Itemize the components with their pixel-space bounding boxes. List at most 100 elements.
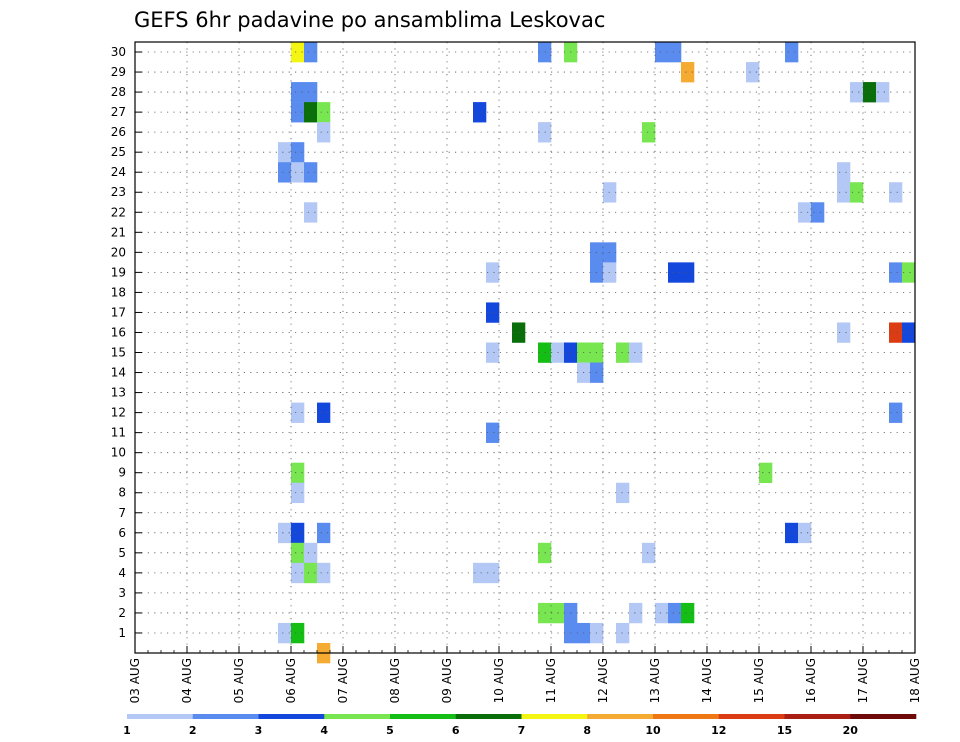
y-tick-label: 4 <box>118 566 126 580</box>
precip-cell <box>278 162 292 183</box>
precip-cell <box>486 422 500 443</box>
precip-cell <box>798 522 812 544</box>
precip-cell <box>304 42 318 63</box>
precip-cell <box>616 622 630 644</box>
precip-cell <box>291 142 305 163</box>
precip-cell <box>629 602 643 624</box>
precip-cell <box>486 302 500 323</box>
precip-cell <box>616 482 630 504</box>
y-tick-label: 6 <box>118 526 126 540</box>
colorbar: 1 2 3 4 5 6 7 8 10 12 15 20 <box>123 714 917 737</box>
precip-cell <box>889 262 903 283</box>
y-tick-label: 3 <box>118 586 126 600</box>
colorbar-swatch <box>521 714 588 719</box>
precip-cell <box>811 202 825 223</box>
precip-cell <box>317 522 331 544</box>
y-tick-label: 15 <box>111 346 126 360</box>
y-tick-label: 22 <box>111 205 126 219</box>
precip-cell <box>304 162 318 183</box>
precip-cell <box>629 342 643 363</box>
precip-cell <box>512 322 526 343</box>
x-tick-label: 06 AUG <box>284 658 298 703</box>
x-tick-label: 05 AUG <box>232 658 246 703</box>
colorbar-swatch <box>258 714 325 719</box>
precip-cell <box>473 562 487 584</box>
y-tick-label: 12 <box>111 406 126 420</box>
colorbar-swatch <box>455 714 522 719</box>
x-tick-label: 15 AUG <box>752 658 766 703</box>
x-tick-label: 14 AUG <box>700 658 714 703</box>
y-tick-label: 25 <box>111 145 126 159</box>
plot-frame <box>134 41 916 654</box>
precip-cell <box>291 462 305 484</box>
precip-cell <box>291 522 305 544</box>
precip-cell <box>486 262 500 283</box>
x-tick-label: 04 AUG <box>180 658 194 703</box>
precip-cell <box>291 622 305 644</box>
precip-cell <box>278 142 292 163</box>
precip-cell <box>317 122 331 143</box>
precip-cell <box>798 202 812 223</box>
precip-cell <box>863 82 877 103</box>
colorbar-label: 12 <box>711 724 726 737</box>
y-tick-label: 28 <box>111 85 126 99</box>
precip-cell <box>785 42 799 63</box>
y-tick-label: 11 <box>111 426 126 440</box>
colorbar-swatch <box>718 714 785 719</box>
y-tick-label: 7 <box>118 506 126 520</box>
y-tick-label: 20 <box>111 245 126 259</box>
precip-cell <box>304 102 318 123</box>
y-axis: 1234567891011121314151617181920212223242… <box>111 45 142 640</box>
precip-cell <box>304 82 318 103</box>
colorbar-swatch <box>127 714 194 719</box>
y-tick-label: 23 <box>111 185 126 199</box>
precip-cell <box>681 62 695 83</box>
y-tick-label: 5 <box>118 546 126 560</box>
x-tick-label: 08 AUG <box>388 658 402 703</box>
precip-cell <box>291 482 305 504</box>
precip-cell <box>837 182 851 203</box>
x-tick-label: 13 AUG <box>648 658 662 703</box>
x-tick-label: 03 AUG <box>128 658 142 703</box>
precip-cell <box>278 622 292 644</box>
precip-cell <box>837 162 851 183</box>
colorbar-label: 20 <box>843 724 859 737</box>
precip-cell <box>642 542 656 564</box>
precip-cell <box>850 82 864 103</box>
precip-cell <box>668 42 682 63</box>
precip-cell <box>291 562 305 584</box>
precip-cell <box>837 322 851 343</box>
colorbar-swatch <box>587 714 654 719</box>
precip-cell <box>642 122 656 143</box>
precip-cell <box>889 402 903 423</box>
precip-cell <box>291 402 305 423</box>
colorbar-swatch <box>653 714 720 719</box>
precip-cell <box>291 162 305 183</box>
grid-lines <box>135 42 915 653</box>
y-tick-label: 19 <box>111 265 126 279</box>
precip-cell <box>317 402 331 423</box>
y-tick-label: 29 <box>111 65 126 79</box>
y-tick-label: 10 <box>111 446 126 460</box>
precip-cell <box>616 342 630 363</box>
precip-cell <box>889 322 903 343</box>
x-axis: 03 AUG 04 AUG 05 AUG 06 AUG 07 AUG 08 AUG 09 A… <box>128 646 922 703</box>
precip-cell <box>850 182 864 203</box>
chart-title: GEFS 6hr padavine po ansamblima Leskovac <box>134 8 605 32</box>
colorbar-label: 15 <box>777 724 792 737</box>
x-tick-label: 16 AUG <box>804 658 818 703</box>
colorbar-swatch <box>390 714 457 719</box>
precip-cell <box>668 602 682 624</box>
precip-cell <box>486 562 500 584</box>
y-tick-label: 14 <box>111 366 126 380</box>
colorbar-swatch <box>192 714 259 719</box>
precip-cell <box>681 262 695 283</box>
precip-cell <box>746 62 760 83</box>
precip-cell <box>291 82 305 103</box>
precip-cell <box>473 102 487 123</box>
precip-cell <box>317 102 331 123</box>
x-tick-label: 12 AUG <box>596 658 610 703</box>
y-tick-label: 21 <box>111 225 126 239</box>
colorbar-label: 10 <box>645 724 661 737</box>
